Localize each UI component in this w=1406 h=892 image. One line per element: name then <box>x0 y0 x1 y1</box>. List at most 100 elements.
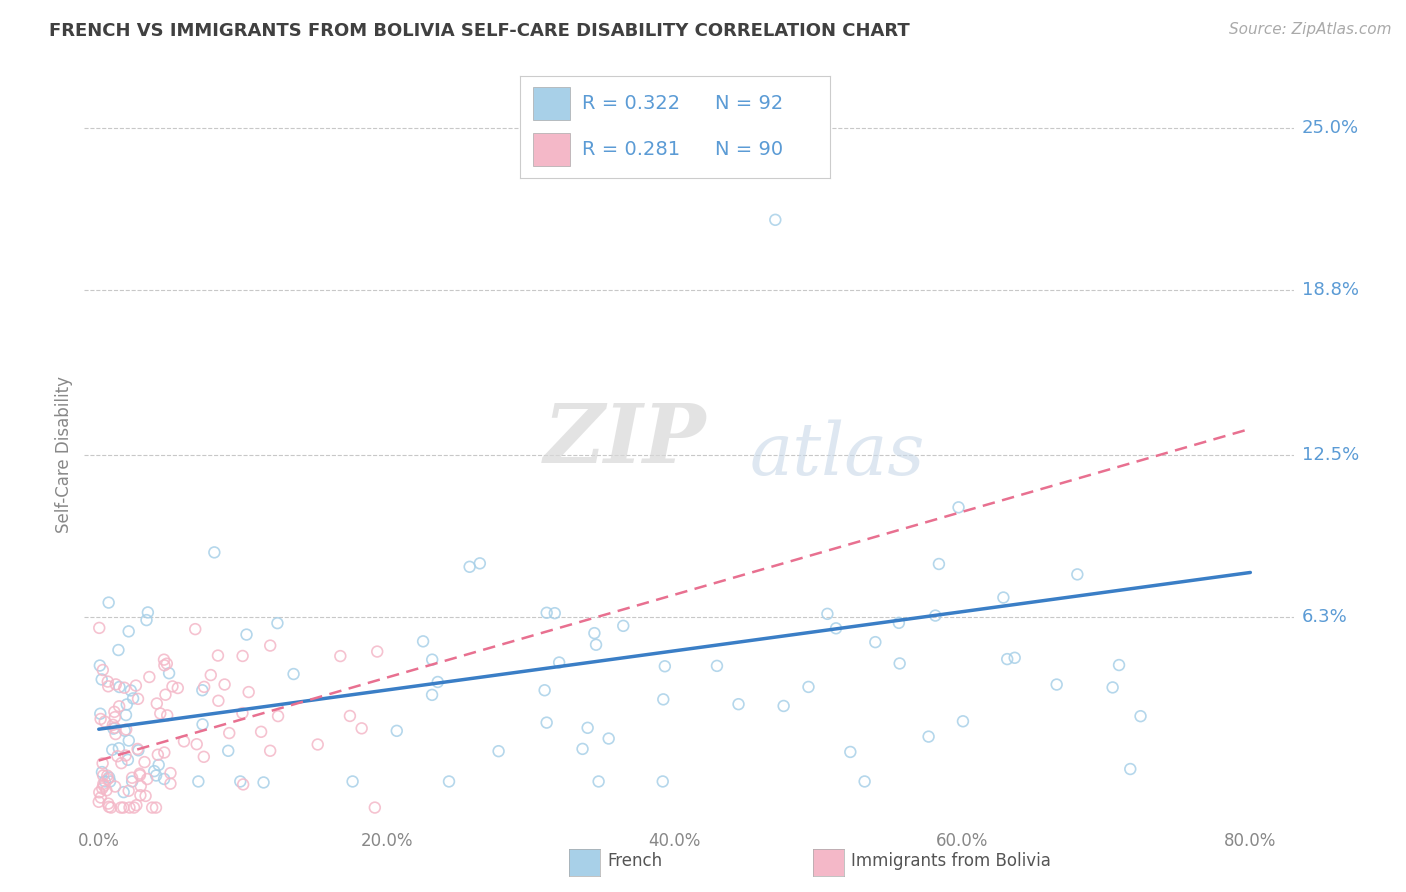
Point <box>108 741 131 756</box>
Point <box>128 766 150 780</box>
Point <box>928 557 950 571</box>
Point <box>218 726 240 740</box>
Point <box>995 652 1018 666</box>
Point <box>1046 677 1069 691</box>
Point <box>115 698 138 712</box>
Point <box>104 721 127 735</box>
Point <box>1119 762 1142 776</box>
Text: 25.0%: 25.0% <box>1302 120 1360 137</box>
Point <box>96 769 118 783</box>
Point <box>93 779 115 793</box>
Point <box>706 659 728 673</box>
Point <box>259 639 281 653</box>
Point <box>252 775 274 789</box>
Point <box>138 670 160 684</box>
Point <box>232 777 254 791</box>
Point <box>571 742 593 756</box>
Point <box>763 212 786 227</box>
Point <box>266 616 288 631</box>
Point <box>145 768 167 782</box>
Point <box>585 638 607 652</box>
Point <box>114 748 136 763</box>
Point <box>437 774 460 789</box>
Point <box>232 648 254 663</box>
Point <box>1066 567 1088 582</box>
Point <box>118 784 141 798</box>
Point <box>118 733 141 747</box>
Point <box>101 743 124 757</box>
Point <box>129 779 152 793</box>
Point <box>91 768 114 782</box>
Point <box>588 774 610 789</box>
Point <box>153 772 176 786</box>
Point <box>94 774 117 789</box>
Point <box>259 744 281 758</box>
Text: 18.8%: 18.8% <box>1302 281 1358 300</box>
Point <box>146 697 169 711</box>
Point <box>91 756 114 771</box>
Point <box>108 699 131 714</box>
Point <box>90 790 112 805</box>
Text: 6.3%: 6.3% <box>1302 607 1347 626</box>
Point <box>125 679 148 693</box>
Point <box>104 677 127 691</box>
Text: Immigrants from Bolivia: Immigrants from Bolivia <box>851 852 1050 870</box>
Point <box>865 635 887 649</box>
Point <box>97 679 120 693</box>
Point <box>127 742 149 756</box>
Point <box>91 781 114 796</box>
Point <box>488 744 510 758</box>
Point <box>364 800 387 814</box>
Point <box>112 785 135 799</box>
Point <box>772 698 794 713</box>
Point <box>89 621 111 635</box>
Point <box>548 656 571 670</box>
Point <box>157 666 180 681</box>
Point <box>115 708 138 723</box>
Point <box>104 710 127 724</box>
Point <box>214 677 236 691</box>
Point <box>420 688 443 702</box>
Point <box>468 557 491 571</box>
Point <box>612 619 634 633</box>
Point <box>458 559 481 574</box>
Point <box>118 800 141 814</box>
Point <box>231 706 253 720</box>
Text: N = 90: N = 90 <box>716 140 783 159</box>
Point <box>267 709 290 723</box>
Point <box>115 723 138 737</box>
Point <box>104 780 127 794</box>
Point <box>948 500 970 515</box>
Point <box>101 718 124 732</box>
Point <box>117 753 139 767</box>
Point <box>122 800 145 814</box>
Point <box>583 626 606 640</box>
Text: 12.5%: 12.5% <box>1302 446 1360 464</box>
Point <box>887 615 910 630</box>
Point <box>107 749 129 764</box>
Point <box>135 613 157 627</box>
Point <box>917 730 939 744</box>
Point <box>184 622 207 636</box>
Point <box>191 683 214 698</box>
Point <box>162 680 184 694</box>
Point <box>366 644 388 658</box>
Point <box>90 712 112 726</box>
Point <box>283 667 305 681</box>
Point <box>889 657 911 671</box>
Point <box>112 800 135 814</box>
Point <box>426 675 449 690</box>
Point <box>187 774 209 789</box>
Point <box>159 777 181 791</box>
Point <box>217 744 239 758</box>
Text: ZIP: ZIP <box>544 401 706 480</box>
Point <box>329 649 352 664</box>
Point <box>839 745 862 759</box>
Point <box>1004 650 1026 665</box>
Text: French: French <box>607 852 662 870</box>
Point <box>651 774 673 789</box>
Point <box>121 771 143 785</box>
Point <box>97 797 120 811</box>
Point <box>107 643 129 657</box>
Point <box>191 717 214 731</box>
